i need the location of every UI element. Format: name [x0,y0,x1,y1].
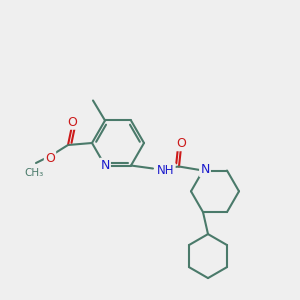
Text: NH: NH [157,164,175,177]
Text: N: N [100,159,110,172]
Text: O: O [45,152,55,164]
Text: CH₃: CH₃ [24,168,44,178]
Text: O: O [67,116,77,128]
Text: N: N [200,163,210,176]
Text: O: O [176,137,186,150]
